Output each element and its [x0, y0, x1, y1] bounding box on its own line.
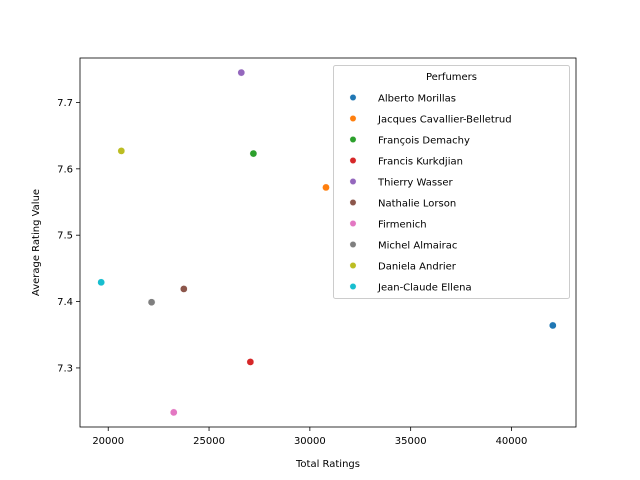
x-axis: 20000 25000 30000 35000 40000 [92, 427, 527, 447]
y-tick-label: 7.3 [57, 363, 73, 374]
legend-label: Daniela Andrier [378, 262, 457, 273]
data-point [97, 278, 106, 287]
data-point [237, 68, 246, 77]
x-tick-label: 35000 [395, 436, 427, 447]
legend-label: Jacques Cavallier-Belletrud [377, 115, 512, 126]
legend-items: Alberto Morillas Jacques Cavallier-Bellet… [349, 94, 512, 294]
legend-marker [349, 178, 357, 185]
legend-marker [349, 94, 357, 101]
x-tick-label: 25000 [193, 436, 225, 447]
legend-label: Jean-Claude Ellena [377, 283, 472, 294]
data-point [117, 147, 126, 155]
data-point [147, 298, 156, 307]
legend-marker [349, 157, 357, 164]
x-tick-label: 30000 [294, 436, 326, 447]
legend-label: Firmenich [378, 220, 427, 231]
data-point [548, 321, 557, 330]
y-tick-label: 7.7 [57, 98, 73, 109]
legend-marker [349, 283, 357, 290]
legend-label: Thierry Wasser [377, 178, 453, 189]
legend-marker [349, 136, 357, 143]
legend-marker [349, 115, 357, 122]
x-axis-label: Total Ratings [295, 459, 360, 470]
x-tick-label: 20000 [92, 436, 124, 447]
y-axis: 7.3 7.4 7.5 7.6 7.7 [57, 98, 80, 374]
legend-marker [349, 199, 357, 206]
legend-label: Alberto Morillas [378, 94, 456, 105]
data-point [169, 408, 178, 417]
legend: Perfumers Alberto Morillas Jacques Cavall… [333, 65, 570, 299]
legend-label: Michel Almairac [378, 241, 457, 252]
data-point [179, 285, 188, 293]
plot-frame [79, 57, 577, 428]
y-axis-label: Average Rating Value [31, 189, 42, 296]
y-tick-label: 7.5 [57, 231, 73, 242]
legend-label: Nathalie Lorson [378, 199, 456, 210]
legend-label: Francis Kurkdjian [378, 157, 463, 168]
legend-label: François Demachy [378, 136, 470, 147]
data-point [246, 358, 255, 366]
legend-box [333, 65, 570, 299]
legend-title: Perfumers [426, 72, 477, 83]
data-point [249, 149, 258, 158]
data-point [322, 183, 330, 192]
legend-marker [349, 220, 357, 227]
y-tick-label: 7.4 [57, 297, 73, 308]
legend-marker [349, 262, 357, 269]
legend-marker [349, 241, 357, 248]
y-tick-label: 7.6 [57, 164, 73, 175]
x-tick-label: 40000 [496, 436, 528, 447]
data-points [97, 68, 557, 417]
